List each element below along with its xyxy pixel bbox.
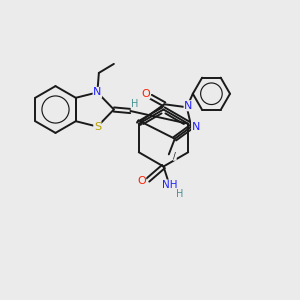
Text: S: S bbox=[94, 122, 101, 132]
Text: H: H bbox=[131, 99, 139, 110]
Text: O: O bbox=[137, 176, 146, 186]
Text: NH: NH bbox=[162, 180, 177, 190]
Text: N: N bbox=[93, 87, 102, 98]
Text: /: / bbox=[173, 151, 176, 160]
Text: N: N bbox=[184, 101, 193, 111]
Text: O: O bbox=[141, 89, 150, 99]
Text: N: N bbox=[192, 122, 200, 132]
Text: H: H bbox=[176, 189, 184, 199]
